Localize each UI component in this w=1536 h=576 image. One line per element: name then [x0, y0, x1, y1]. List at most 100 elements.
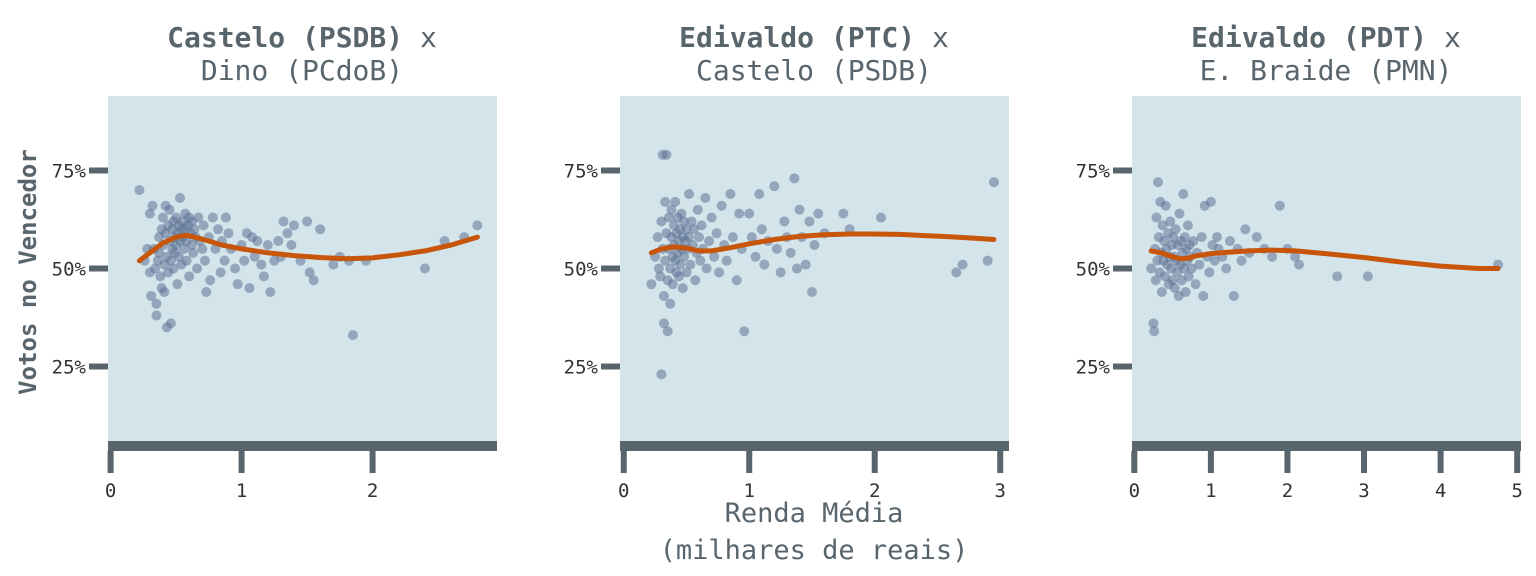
data-point	[666, 204, 677, 215]
data-point	[213, 224, 224, 235]
data-point	[273, 236, 284, 247]
data-point	[168, 263, 179, 274]
data-point	[658, 318, 669, 329]
data-point	[249, 251, 260, 262]
data-point	[1146, 263, 1157, 274]
data-point	[146, 290, 157, 301]
data-point	[1332, 271, 1343, 282]
data-point	[754, 189, 765, 200]
data-point	[750, 251, 761, 262]
data-point	[244, 283, 255, 294]
data-point	[207, 212, 218, 223]
data-point	[1182, 220, 1193, 231]
smooth-trend-line	[136, 232, 480, 264]
data-point	[725, 189, 736, 200]
data-point	[472, 220, 483, 231]
panel-title-bold: Castelo (PSDB)	[167, 21, 403, 54]
data-point	[1186, 263, 1197, 274]
y-tick	[1113, 167, 1132, 174]
data-point	[1211, 232, 1222, 243]
panel-subtitle: Castelo (PSDB)	[696, 54, 932, 87]
y-tick-label: 25%	[1076, 357, 1111, 379]
data-point	[1160, 200, 1171, 211]
data-point	[727, 232, 738, 243]
data-point	[155, 271, 166, 282]
data-point	[252, 236, 263, 247]
data-point	[988, 177, 999, 188]
data-point	[151, 310, 162, 321]
x-axis-line	[108, 441, 497, 451]
data-point	[1198, 290, 1209, 301]
data-point	[1225, 236, 1236, 247]
y-tick-label: 75%	[564, 160, 599, 182]
data-point	[714, 267, 725, 278]
y-tick-label: 25%	[52, 357, 87, 379]
data-point	[660, 255, 671, 266]
data-point	[804, 216, 815, 227]
data-point	[151, 298, 162, 309]
data-point	[308, 275, 319, 286]
data-point	[1240, 224, 1251, 235]
data-point	[1188, 236, 1199, 247]
data-point	[686, 216, 697, 227]
x-tick-label: 0	[105, 480, 116, 502]
data-point	[690, 275, 701, 286]
panel-title: Edivaldo (PTC) x	[679, 21, 949, 54]
data-point	[282, 228, 293, 239]
x-tick	[1284, 451, 1291, 473]
data-point	[658, 290, 669, 301]
panel-title-bold: Edivaldo (PDT)	[1191, 21, 1427, 54]
data-point	[957, 259, 968, 270]
panel-title-bold: Edivaldo (PTC)	[679, 21, 915, 54]
y-tick-label: 50%	[564, 259, 599, 281]
data-point	[1179, 232, 1190, 243]
data-point	[288, 220, 299, 231]
data-point	[670, 196, 681, 207]
data-point	[785, 247, 796, 258]
data-point	[150, 263, 161, 274]
data-point	[199, 255, 210, 266]
data-point	[663, 212, 674, 223]
y-tick-label: 25%	[564, 357, 599, 379]
data-point	[660, 196, 671, 207]
data-point	[181, 255, 192, 266]
x-axis-line	[1132, 441, 1521, 451]
data-point	[1190, 279, 1201, 290]
data-point	[1153, 177, 1164, 188]
data-point	[1267, 251, 1278, 262]
data-point	[193, 212, 204, 223]
data-point	[262, 239, 273, 250]
data-point	[661, 149, 672, 160]
data-point	[258, 271, 269, 282]
data-point	[1362, 271, 1373, 282]
data-point	[775, 267, 786, 278]
x-tick-label: 0	[1129, 480, 1140, 502]
y-tick	[601, 167, 620, 174]
data-point	[134, 185, 145, 196]
data-point	[1149, 326, 1160, 337]
data-point	[205, 275, 216, 286]
x-tick	[107, 451, 114, 473]
y-tick	[601, 265, 620, 272]
data-point	[223, 228, 234, 239]
x-tick	[369, 451, 376, 473]
data-point	[711, 228, 722, 239]
panel-title: Edivaldo (PDT) x	[1191, 21, 1461, 54]
data-point	[656, 369, 667, 380]
data-point	[706, 212, 717, 223]
data-point	[789, 173, 800, 184]
data-point	[198, 220, 209, 231]
data-point	[701, 263, 712, 274]
data-point	[684, 189, 695, 200]
data-point	[172, 279, 183, 290]
data-point	[1183, 271, 1194, 282]
data-point	[696, 220, 707, 231]
data-point	[1194, 259, 1205, 270]
data-point	[667, 279, 678, 290]
data-point	[347, 330, 358, 341]
data-point	[419, 263, 430, 274]
data-point	[192, 263, 203, 274]
panel-subtitle: E. Braide (PMN)	[1200, 54, 1453, 87]
